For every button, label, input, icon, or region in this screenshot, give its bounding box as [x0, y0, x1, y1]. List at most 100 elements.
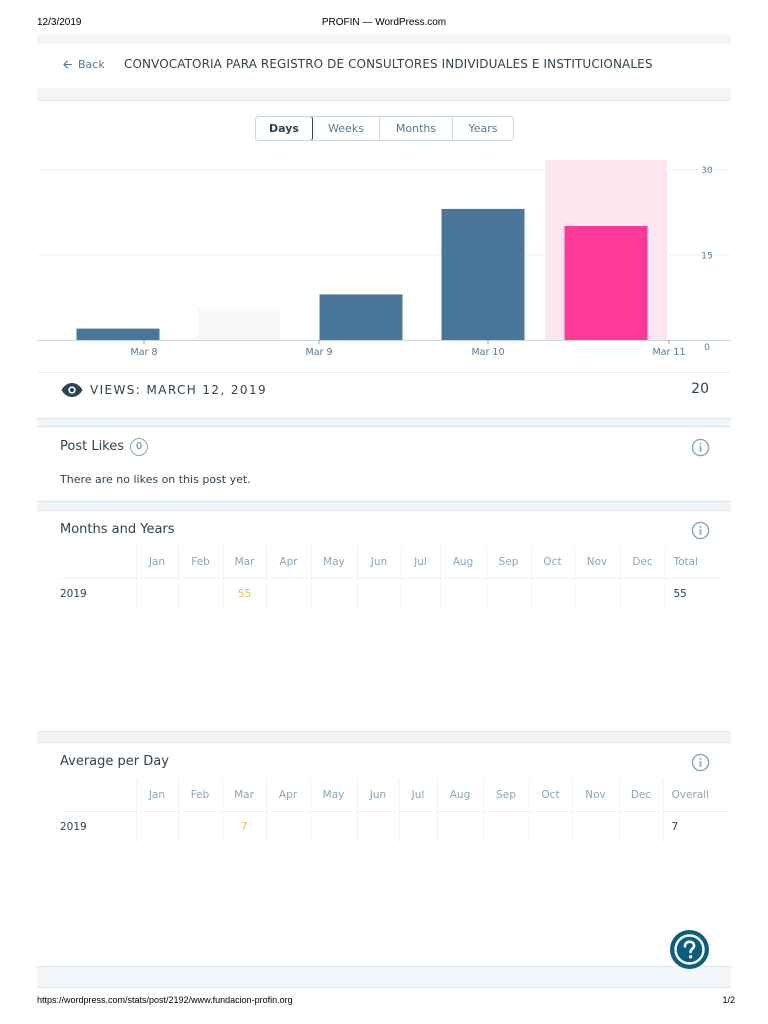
month-header-apr: Apr — [265, 779, 310, 811]
month-cell — [309, 810, 357, 843]
average-per-day-table: Jan Feb Mar Apr May Jun Jul Aug Sep Oct Nov Dec Over… — [60, 779, 731, 843]
total-header: Overall — [662, 779, 731, 811]
tab-weeks[interactable]: Weeks — [313, 117, 380, 140]
section-gap — [37, 501, 731, 510]
row-total: 55 — [664, 577, 720, 610]
months-years-card: Months and Years Jan Feb Mar Apr May Jun Jul Au… — [37, 510, 731, 731]
bar-mar-10 — [441, 208, 525, 340]
month-header-jun: Jun — [356, 779, 399, 811]
month-header-jul: Jul — [398, 779, 437, 811]
bar-mar-7 — [76, 328, 160, 340]
tab-months[interactable]: Months — [380, 117, 453, 140]
views-summary: VIEWS: MARCH 12, 2019 20 — [37, 372, 731, 418]
month-header-may: May — [309, 779, 357, 811]
x-tick-label: Mar 11 — [652, 347, 685, 358]
y-tick-label: 0 — [704, 343, 710, 353]
info-icon[interactable] — [691, 438, 710, 457]
month-cell — [436, 810, 483, 843]
post-likes-title-text: Post Likes — [60, 439, 125, 454]
row-year: 2019 — [60, 810, 136, 843]
month-cell — [528, 810, 572, 843]
month-cell — [439, 577, 486, 610]
row-total: 7 — [662, 810, 731, 843]
month-cell: 55 — [222, 577, 266, 610]
month-header-feb: Feb — [177, 779, 222, 811]
month-header-mar: Mar — [221, 779, 266, 811]
back-button[interactable]: Back — [61, 58, 105, 71]
months-years-table: Jan Feb Mar Apr May Jun Jul Aug Sep Oct Nov Dec Tota… — [60, 546, 720, 610]
row-year: 2019 — [60, 577, 136, 610]
year-header — [60, 779, 136, 811]
month-header-oct: Oct — [530, 546, 574, 578]
print-page-title: PROFIN — WordPress.com — [321, 17, 447, 28]
month-cell — [619, 577, 665, 610]
month-cell — [571, 810, 619, 843]
info-icon[interactable] — [691, 753, 710, 772]
month-cell — [356, 810, 399, 843]
month-header-aug: Aug — [436, 779, 483, 811]
question-mark-icon — [674, 934, 705, 965]
tab-days[interactable]: Days — [256, 117, 313, 140]
month-header-nov: Nov — [573, 546, 620, 578]
section-gap — [37, 418, 731, 426]
table-row: 2019 7 7 — [60, 810, 731, 843]
help-button[interactable] — [670, 930, 709, 969]
table-header-row: Jan Feb Mar Apr May Jun Jul Aug Sep Oct Nov Dec Tota… — [60, 546, 720, 578]
info-icon[interactable] — [691, 521, 710, 540]
section-gap — [37, 731, 731, 742]
eye-icon — [61, 383, 83, 397]
back-label: Back — [78, 58, 105, 71]
month-header-apr: Apr — [265, 546, 311, 578]
top-strip — [37, 35, 731, 44]
month-cell — [485, 577, 531, 610]
post-title: CONVOCATORIA PARA REGISTRO DE CONSULTORE… — [124, 57, 653, 71]
tab-years[interactable]: Years — [453, 117, 513, 140]
month-cell — [135, 577, 178, 610]
month-cell — [356, 577, 401, 610]
bottom-strip — [37, 966, 731, 988]
month-header-may: May — [310, 546, 357, 578]
post-likes-title: Post Likes 0 — [60, 438, 149, 456]
month-header-jun: Jun — [356, 546, 401, 578]
bar-mar-9 — [319, 294, 403, 340]
month-cell — [310, 577, 357, 610]
month-header-mar: Mar — [222, 546, 266, 578]
month-header-nov: Nov — [571, 779, 619, 811]
print-header: 12/3/2019 PROFIN — WordPress.com — [37, 17, 731, 31]
month-cell — [265, 810, 310, 843]
month-cell — [573, 577, 620, 610]
month-cell — [265, 577, 311, 610]
y-tick-label: 15 — [701, 252, 712, 262]
month-header-sep: Sep — [482, 779, 529, 811]
month-cell — [618, 810, 663, 843]
post-likes-card: Post Likes 0 There are no likes on this p… — [37, 426, 731, 501]
month-cell — [177, 577, 223, 610]
month-header-jan: Jan — [135, 546, 178, 578]
month-cell: 7 — [221, 810, 266, 843]
arrow-left-icon — [63, 60, 72, 69]
month-cell — [400, 577, 440, 610]
period-tabs: Days Weeks Months Years — [255, 116, 514, 141]
month-header-oct: Oct — [528, 779, 572, 811]
views-chart: Mar 8 Mar 9 Mar 10 Mar 11 30 15 0 — [37, 160, 731, 372]
month-cell — [530, 577, 574, 610]
month-cell — [398, 810, 437, 843]
likes-empty-message: There are no likes on this post yet. — [60, 473, 251, 486]
table-header-row: Jan Feb Mar Apr May Jun Jul Aug Sep Oct Nov Dec Over… — [60, 779, 731, 811]
header-divider — [37, 88, 731, 101]
month-cell — [135, 810, 178, 843]
x-tick-label: Mar 10 — [471, 347, 504, 358]
total-header: Total — [664, 546, 720, 578]
views-value: 20 — [691, 381, 709, 397]
month-header-dec: Dec — [619, 546, 665, 578]
months-years-title: Months and Years — [60, 522, 175, 537]
print-url: https://wordpress.com/stats/post/2192/ww… — [37, 995, 293, 1005]
month-cell — [482, 810, 529, 843]
month-header-jul: Jul — [400, 546, 440, 578]
bar-mar-11 — [564, 226, 648, 340]
y-tick-label: 30 — [701, 166, 713, 176]
year-header — [60, 546, 136, 578]
x-tick-label: Mar 9 — [306, 347, 333, 358]
month-cell — [177, 810, 222, 843]
average-per-day-card: Average per Day Jan Feb Mar Apr May Jun Jul Aug… — [37, 742, 731, 966]
